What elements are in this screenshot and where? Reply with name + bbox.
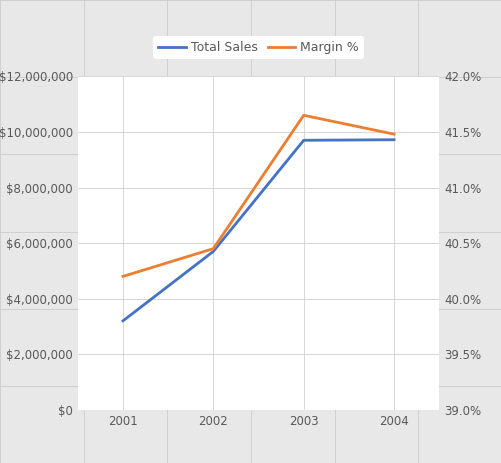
Margin % bbox=[210, 246, 216, 251]
Total Sales bbox=[300, 138, 306, 143]
Margin % bbox=[300, 113, 306, 118]
Margin % bbox=[120, 274, 126, 279]
Margin % bbox=[390, 131, 396, 137]
Total Sales bbox=[390, 137, 396, 143]
Line: Margin %: Margin % bbox=[123, 115, 393, 276]
Legend: Total Sales, Margin %: Total Sales, Margin % bbox=[153, 36, 363, 59]
Total Sales bbox=[210, 249, 216, 254]
Total Sales bbox=[120, 318, 126, 324]
Line: Total Sales: Total Sales bbox=[123, 140, 393, 321]
